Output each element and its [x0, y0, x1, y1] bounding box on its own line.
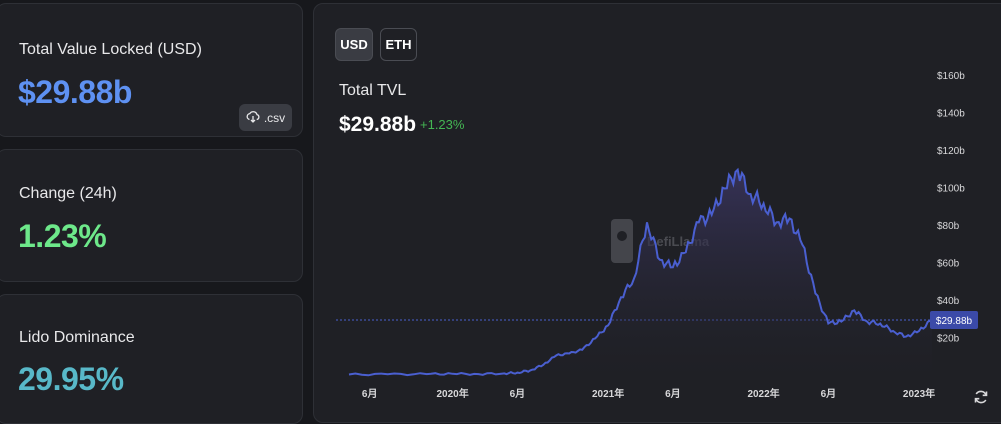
- dominance-card: Lido Dominance 29.95%: [0, 294, 303, 424]
- x-tick-label: 6月: [362, 388, 378, 400]
- x-tick-label: 6月: [821, 388, 837, 400]
- y-tick-label: $40b: [937, 296, 960, 307]
- y-tick-label: $60b: [937, 259, 960, 270]
- dominance-value: 29.95%: [18, 361, 124, 397]
- change-card: Change (24h) 1.23%: [0, 149, 303, 282]
- y-tick-label: $100b: [937, 184, 965, 195]
- chart-change: +1.23%: [420, 117, 465, 132]
- tvl-chart[interactable]: DefiLlama $160b$140b$120b$100b$80b$60b$4…: [314, 4, 1001, 424]
- dominance-label: Lido Dominance: [19, 329, 135, 346]
- y-tick-label: $80b: [937, 221, 960, 232]
- tvl-line: [348, 167, 933, 377]
- chart-panel: USD ETH Total TVL $29.88b +1.23% DefiLla…: [313, 3, 1001, 423]
- svg-text:$29.88b: $29.88b: [936, 316, 973, 327]
- chart-value: $29.88b: [339, 113, 417, 136]
- tvl-area: [349, 169, 932, 376]
- chart-title: Total TVL: [339, 82, 407, 99]
- csv-label: .csv: [263, 110, 286, 125]
- tvl-card: Total Value Locked (USD) $29.88b .csv: [0, 3, 303, 137]
- x-tick-label: 2021年: [592, 387, 624, 400]
- y-tick-label: $120b: [937, 146, 965, 157]
- refresh-icon[interactable]: [971, 387, 991, 407]
- cloud-download-icon: [246, 110, 260, 126]
- x-tick-label: 2020年: [436, 387, 468, 400]
- x-tick-label: 2023年: [903, 387, 935, 400]
- usd-toggle-button[interactable]: USD: [335, 28, 373, 61]
- eth-toggle-button[interactable]: ETH: [380, 28, 417, 61]
- tvl-value: $29.88b: [18, 74, 132, 110]
- tvl-label: Total Value Locked (USD): [19, 41, 202, 58]
- change-label: Change (24h): [19, 185, 117, 202]
- y-tick-label: $160b: [937, 71, 965, 82]
- y-tick-label: $20b: [937, 334, 960, 345]
- x-tick-label: 2022年: [747, 387, 779, 400]
- y-tick-label: $140b: [937, 109, 965, 120]
- x-tick-label: 6月: [665, 388, 681, 400]
- current-value-badge: $29.88b: [930, 310, 978, 329]
- change-value: 1.23%: [18, 218, 107, 254]
- download-csv-button[interactable]: .csv: [239, 104, 292, 131]
- x-tick-label: 6月: [510, 388, 526, 400]
